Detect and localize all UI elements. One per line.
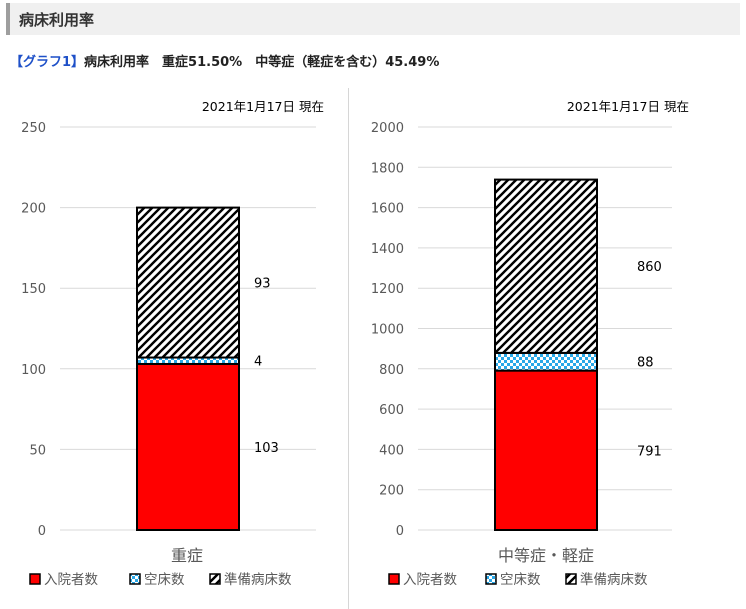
chart-2-bar-diagonal bbox=[494, 178, 598, 354]
graph-tag: 【グラフ1】 bbox=[10, 55, 85, 70]
chart-2-y-tick-label: 800 bbox=[379, 363, 404, 378]
chart-1-legend-label: 入院者数 bbox=[44, 572, 98, 588]
chart-2-legend-swatch bbox=[485, 573, 497, 585]
chart-1-bar-diagonal bbox=[136, 206, 240, 359]
chart-2-data-label: 860 bbox=[637, 260, 662, 275]
section-title: 病床利用率 bbox=[19, 11, 95, 29]
chart-2-y-tick-label: 1400 bbox=[371, 242, 404, 257]
chart-1-y-tick-label: 150 bbox=[21, 282, 46, 297]
chart-2-legend-swatch bbox=[388, 573, 400, 585]
chart-1-legend-swatch bbox=[129, 573, 141, 585]
chart-2-legend-swatch bbox=[565, 573, 577, 585]
chart-2-y-tick-label: 400 bbox=[379, 443, 404, 458]
chart-1-data-label: 103 bbox=[254, 441, 279, 456]
chart-2-data-label: 88 bbox=[637, 356, 654, 371]
chart-2-legend-label: 空床数 bbox=[500, 572, 541, 588]
chart-1-y-tick-label: 100 bbox=[21, 363, 46, 378]
chart-2-data-label: 791 bbox=[637, 444, 662, 459]
chart-2-y-tick-label: 200 bbox=[379, 484, 404, 499]
chart-2-category-label: 中等症・軽症 bbox=[498, 546, 594, 565]
section-header: 病床利用率 bbox=[6, 3, 740, 35]
chart-1-bar-solid bbox=[136, 362, 240, 531]
chart-divider bbox=[348, 88, 349, 609]
chart-1-y-tick-label: 250 bbox=[21, 121, 46, 136]
chart-2-y-tick-label: 0 bbox=[396, 524, 404, 539]
chart-1-category-label: 重症 bbox=[171, 546, 203, 565]
chart-1-legend-label: 準備病床数 bbox=[224, 572, 292, 588]
chart-2-y-tick-label: 1600 bbox=[371, 202, 404, 217]
chart-2-y-tick-label: 600 bbox=[379, 403, 404, 418]
graph-subtitle: 【グラフ1】病床利用率 重症51.50% 中等症（軽症を含む）45.49% bbox=[10, 51, 439, 70]
chart-2-legend-label: 準備病床数 bbox=[580, 572, 648, 588]
chart-1-legend-swatch bbox=[29, 573, 41, 585]
chart-1-y-tick-label: 200 bbox=[21, 202, 46, 217]
chart-2-legend-label: 入院者数 bbox=[403, 572, 457, 588]
chart-2-y-tick-label: 1800 bbox=[371, 161, 404, 176]
chart-2-y-tick-label: 1200 bbox=[371, 282, 404, 297]
chart-2-y-tick-label: 2000 bbox=[371, 121, 404, 136]
graph-subtitle-text: 病床利用率 重症51.50% 中等症（軽症を含む）45.49% bbox=[84, 55, 440, 70]
chart-1-y-tick-label: 50 bbox=[29, 443, 46, 458]
chart-1-date-label: 2021年1月17日 現在 bbox=[202, 99, 324, 114]
chart-1-legend-swatch bbox=[209, 573, 221, 585]
chart-2-bar-solid bbox=[494, 369, 598, 531]
chart-1-data-label: 4 bbox=[254, 355, 262, 370]
chart-1-y-tick-label: 0 bbox=[38, 524, 46, 539]
chart-2-bar-checker bbox=[494, 351, 598, 372]
chart-1-legend-label: 空床数 bbox=[144, 572, 185, 588]
chart-2-y-tick-label: 1000 bbox=[371, 323, 404, 338]
chart-2-date-label: 2021年1月17日 現在 bbox=[567, 99, 689, 114]
chart-1-data-label: 93 bbox=[254, 277, 271, 292]
